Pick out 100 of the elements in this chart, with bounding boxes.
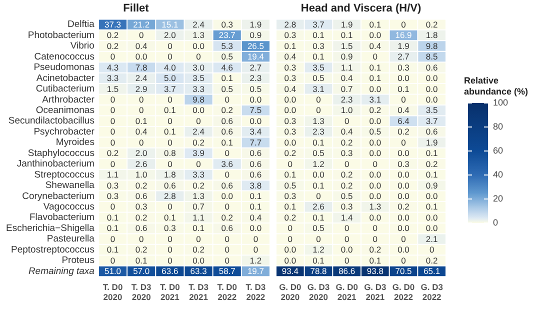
data-label: 0.6: [426, 126, 438, 137]
data-label: 0.1: [106, 212, 119, 222]
x-tick-label: T. D3 2021: [188, 282, 209, 302]
data-label: 0.2: [398, 202, 410, 212]
data-label: 0.0: [398, 191, 410, 202]
data-label: 3.0: [192, 62, 205, 72]
data-label: 0.0: [398, 180, 410, 190]
data-label: 0.2: [398, 126, 410, 137]
x-tick-label: T. D0 2021: [160, 282, 180, 302]
data-label: 1.0: [135, 170, 148, 180]
data-label: 0.0: [398, 170, 410, 180]
data-label: 0.4: [284, 84, 296, 94]
data-label: 0: [401, 255, 406, 266]
data-label: 1.4: [340, 212, 354, 222]
data-label: 0.2: [369, 105, 382, 116]
data-label: 0.3: [284, 73, 296, 84]
data-label: 93.4: [282, 266, 299, 276]
data-label: 2.0: [164, 30, 176, 40]
data-label: 0: [138, 94, 144, 104]
x-tick-label: T. D3 2020: [131, 282, 152, 302]
data-label: 0: [110, 105, 116, 116]
data-label: 0.2: [340, 170, 354, 180]
y-tick-label: Vibrio: [70, 40, 94, 52]
data-label: 0: [401, 19, 406, 30]
data-label: 0.0: [398, 148, 410, 158]
data-label: 0.2: [192, 180, 205, 190]
x-tick-label: T. D3 2022: [246, 282, 266, 302]
color-bar-label: 100: [493, 97, 508, 108]
data-label: 0: [110, 116, 116, 126]
data-label: 0.2: [192, 244, 205, 255]
data-label: 0.5: [312, 148, 325, 158]
data-label: 0: [316, 105, 322, 116]
x-tick-label: G. D3 2020: [307, 282, 330, 302]
data-label: 0.4: [135, 126, 148, 137]
data-label: 0.0: [426, 73, 438, 84]
data-label: 15.1: [162, 19, 178, 30]
data-label: 0: [224, 148, 230, 158]
data-label: 0.0: [192, 40, 205, 51]
data-label: 0.0: [250, 94, 262, 104]
data-label: 4.0: [164, 62, 176, 72]
data-label: 63.3: [190, 266, 208, 276]
data-label: 0.5: [312, 73, 325, 84]
y-tick-label: Catenococcus: [34, 51, 95, 62]
data-label: 3.3: [192, 170, 205, 180]
data-label: 65.1: [424, 266, 440, 276]
data-label: 0: [224, 244, 230, 255]
data-label: 0.0: [221, 191, 234, 202]
data-label: 0.1: [106, 244, 119, 255]
data-label: 0.6: [221, 116, 234, 126]
data-label: 0: [224, 255, 230, 266]
data-label: 0: [110, 234, 116, 244]
data-label: 0.1: [192, 223, 205, 234]
data-label: 0.2: [221, 105, 234, 116]
data-label: 2.3: [340, 94, 354, 104]
y-tick-label: Shewanella: [45, 180, 96, 192]
data-label: 0: [253, 244, 258, 255]
data-label: 0.1: [312, 137, 325, 148]
data-label: 70.5: [395, 266, 412, 276]
data-label: 0.3: [340, 202, 354, 212]
data-label: 0.1: [426, 202, 438, 212]
color-bar-title: Relative abundance (%): [464, 75, 528, 96]
x-tick-label: T. D0 2020: [102, 282, 123, 302]
data-label: 0: [344, 223, 350, 234]
data-label: 19.7: [247, 266, 264, 276]
data-label: 0: [316, 234, 322, 244]
data-label: 0.1: [426, 148, 438, 158]
data-label: 3.4: [250, 126, 262, 137]
data-label: 1.5: [106, 84, 119, 94]
data-label: 0: [401, 94, 406, 104]
data-label: 0.1: [135, 116, 148, 126]
data-label: 0.2: [106, 30, 119, 40]
data-label: 0: [253, 234, 258, 244]
data-label: 0.5: [369, 126, 382, 137]
y-tick-label: Secundilactobacillus: [8, 116, 95, 127]
data-label: 2.8: [284, 19, 296, 30]
data-label: 0.2: [426, 19, 438, 30]
data-label: 1.3: [312, 116, 325, 126]
data-label: 0: [196, 116, 202, 126]
data-label: 0.0: [192, 255, 205, 266]
data-label: 0: [316, 94, 322, 104]
data-label: 0: [344, 116, 350, 126]
y-tick-label: Delftia: [68, 19, 96, 30]
y-tick-label: Streptococcus: [34, 169, 95, 180]
data-label: 0: [288, 223, 293, 234]
data-label: 0: [196, 52, 202, 62]
data-label: 0.3: [284, 126, 296, 137]
data-label: 2.6: [312, 202, 325, 212]
data-label: 0.3: [106, 180, 119, 190]
data-label: 0.6: [250, 148, 262, 158]
data-label: 3.7: [312, 19, 325, 30]
data-label: 0.0: [312, 170, 325, 180]
data-label: 5.0: [164, 73, 176, 84]
data-label: 0: [288, 234, 293, 244]
data-label: 0.0: [398, 244, 410, 255]
data-label: 4.6: [221, 62, 234, 72]
data-label: 0.1: [340, 30, 354, 40]
data-label: 0.9: [340, 52, 354, 62]
data-label: 0.0: [426, 191, 438, 202]
x-tick-label: G. D0 2021: [336, 282, 358, 302]
data-label: 0.3: [398, 158, 410, 169]
